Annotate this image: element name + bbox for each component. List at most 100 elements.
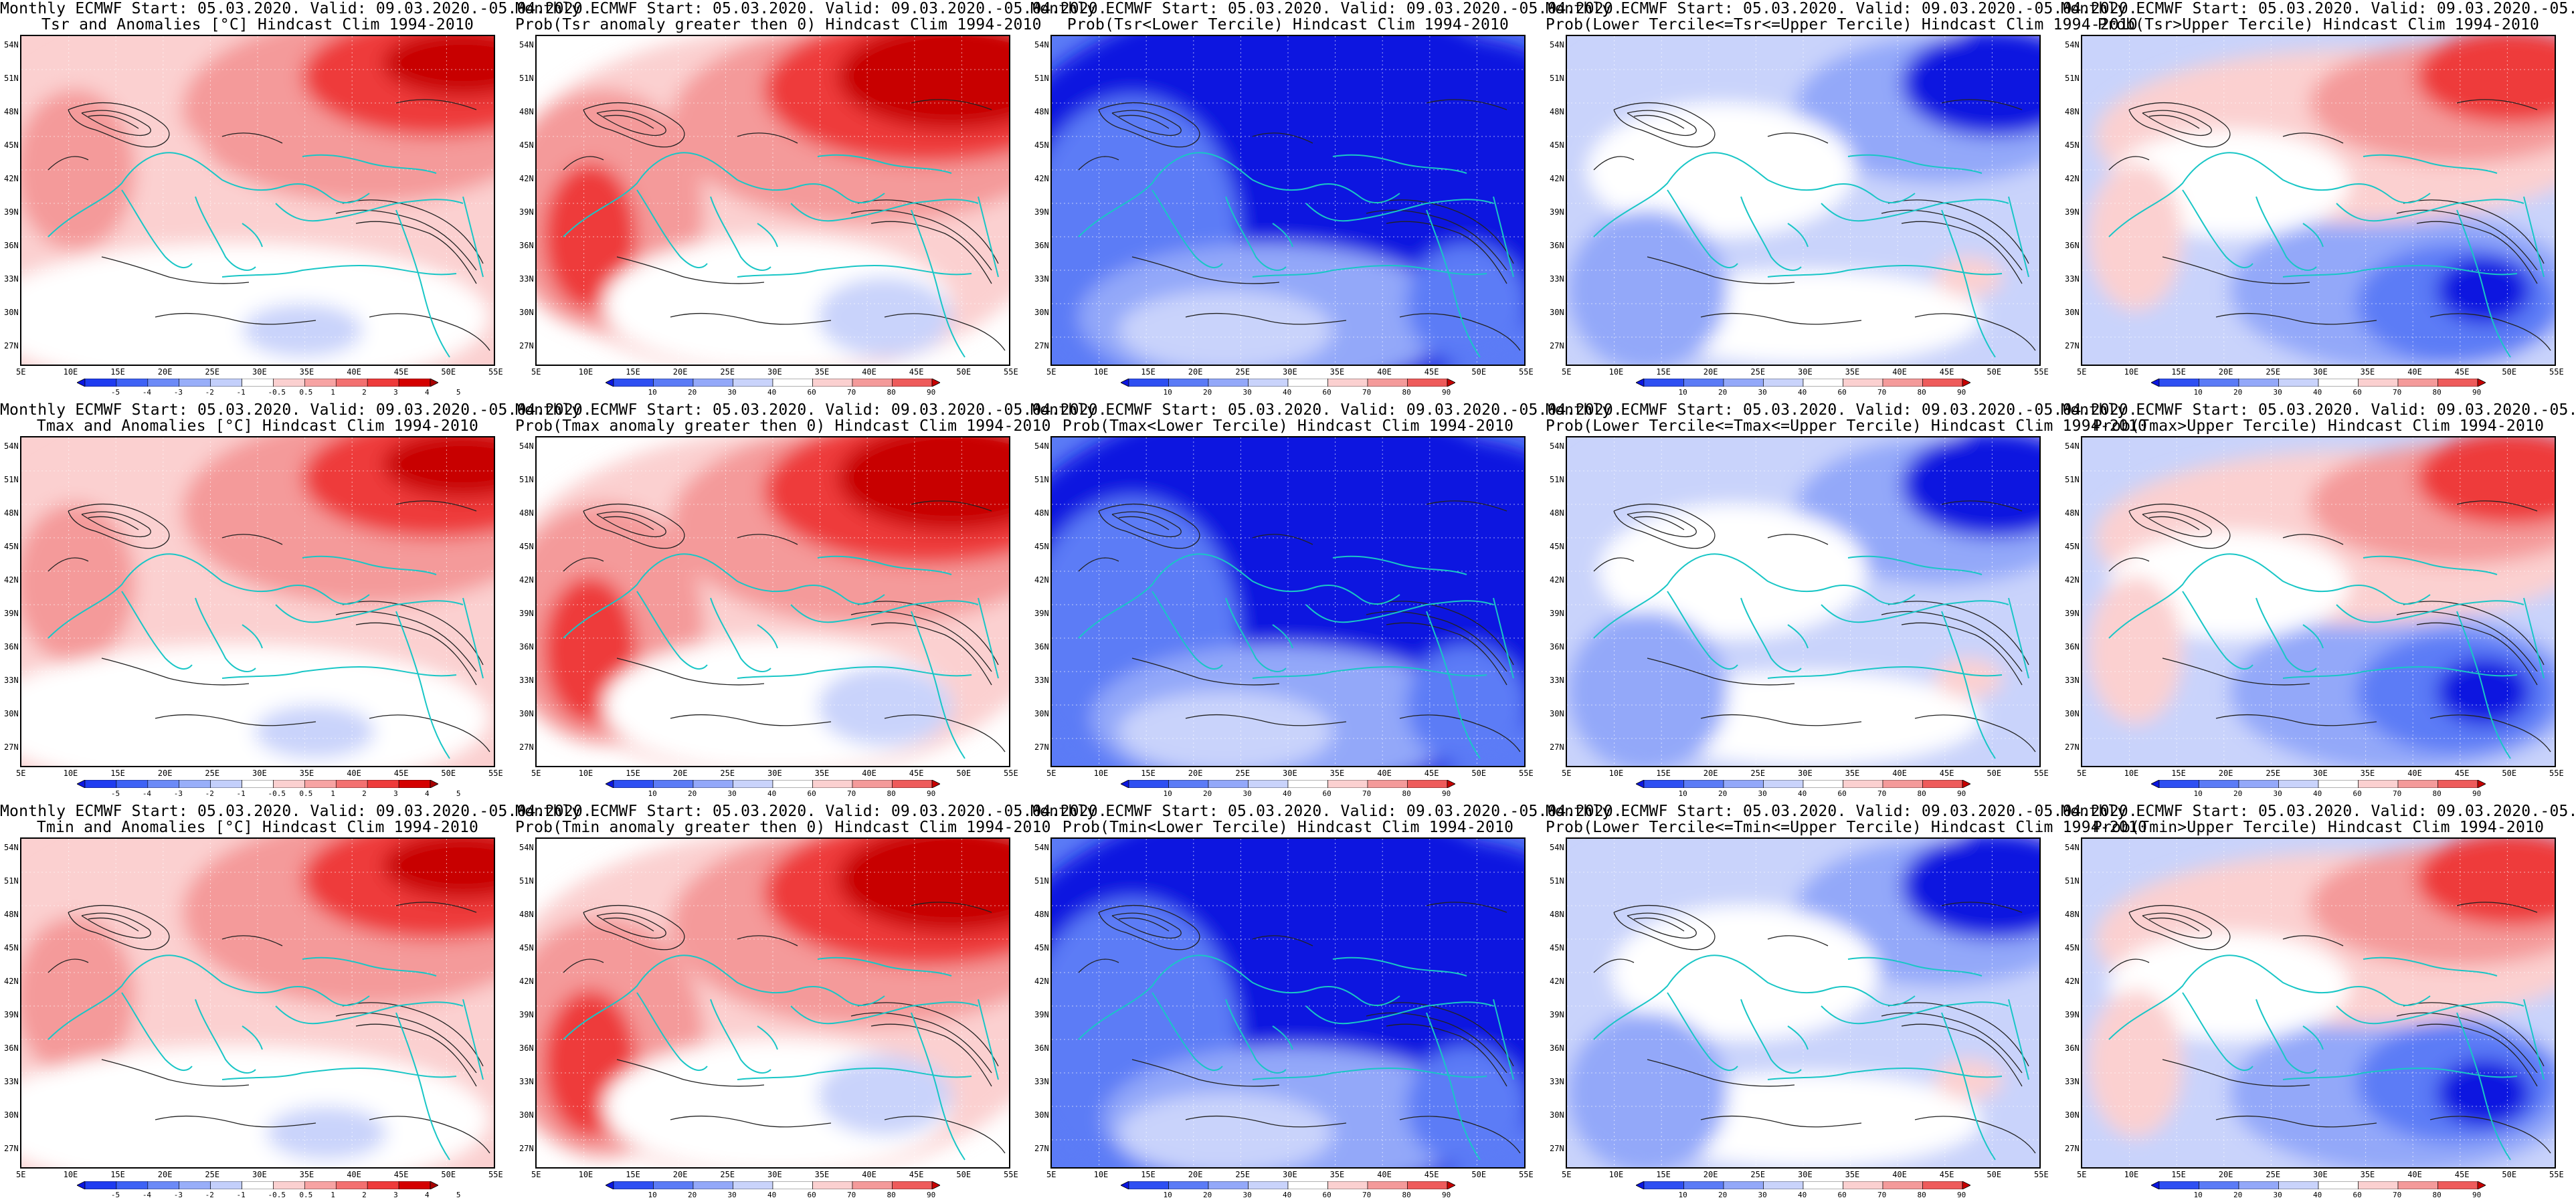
- colorbar-tick: 0.5: [299, 1191, 313, 1199]
- orography-contour: [1386, 622, 1507, 686]
- colorbar-tick: -5: [110, 789, 120, 798]
- field-region: [383, 437, 494, 498]
- panel-title-line1: Monthly ECMWF Start: 05.03.2020. Valid: …: [1546, 0, 2138, 17]
- orography-contour: [2456, 902, 2538, 913]
- lon-label: 35E: [814, 367, 830, 377]
- colorbar-segment: [1643, 379, 1684, 387]
- colorbar-tick: 70: [2393, 1191, 2402, 1199]
- colorbar-segment: [1723, 379, 1764, 387]
- lat-label: 39N: [519, 207, 534, 217]
- colorbar-tick: 30: [1758, 388, 1767, 397]
- lon-label: 5E: [2077, 769, 2087, 778]
- colorbar-segment: [812, 780, 853, 788]
- coastline: [2336, 600, 2524, 623]
- orography-contour: [1901, 1023, 2023, 1087]
- colorbar-tick: 20: [1718, 1191, 1728, 1199]
- orography-contour: [1881, 611, 2023, 672]
- colorbar-segment: [304, 780, 337, 788]
- lat-label: 54N: [4, 441, 19, 451]
- colorbar-tick: 30: [1758, 1191, 1767, 1199]
- coastline: [2008, 999, 2029, 1080]
- lon-label: 20E: [2218, 769, 2233, 778]
- lat-label: 45N: [4, 140, 19, 150]
- lon-label: 40E: [1892, 769, 1907, 778]
- colorbar-tick: 20: [688, 1191, 697, 1199]
- coastline: [978, 999, 999, 1080]
- lat-label: 30N: [4, 1110, 19, 1120]
- colorbar-arrow-low: [1121, 379, 1129, 387]
- colorbar-tick: 80: [1402, 388, 1411, 397]
- lat-label: 39N: [519, 609, 534, 618]
- orography-contour: [2416, 622, 2538, 686]
- colorbar-segment: [398, 780, 431, 788]
- field-region: [383, 36, 494, 96]
- map-panel-r2c1: Monthly ECMWF Start: 05.03.2020. Valid: …: [0, 401, 592, 803]
- lat-label: 45N: [4, 542, 19, 551]
- orography-contour: [857, 199, 999, 264]
- lat-label: 27N: [519, 1144, 534, 1153]
- colorbar-segment: [1882, 1181, 1923, 1189]
- orography-contour: [1252, 132, 1313, 144]
- field-region: [21, 916, 135, 1077]
- colorbar-segment: [179, 1181, 211, 1189]
- colorbar-segment: [2358, 379, 2399, 387]
- colorbar-tick: 1: [331, 388, 335, 397]
- coastline: [1847, 957, 1983, 977]
- coastline: [817, 154, 952, 174]
- coastline: [395, 1012, 450, 1161]
- lon-label: 25E: [2266, 1170, 2281, 1179]
- lat-label: 54N: [1034, 40, 1049, 49]
- colorbar-segment: [852, 1181, 893, 1189]
- lon-label: 40E: [862, 367, 877, 377]
- colorbar-segment: [2318, 379, 2359, 387]
- field-region: [21, 503, 135, 664]
- orography-contour: [1888, 601, 2029, 666]
- coastline: [2523, 597, 2545, 679]
- colorbar-segment: [1208, 379, 1249, 387]
- lon-label: 45E: [1939, 367, 1954, 377]
- orography-contour: [1767, 132, 1829, 144]
- colorbar-tick: 20: [1203, 1191, 1212, 1199]
- orography-contour: [2403, 1002, 2545, 1067]
- orography-contour: [1633, 516, 1685, 530]
- colorbar-segment: [2397, 1181, 2438, 1189]
- lat-label: 48N: [519, 508, 534, 518]
- colorbar-tick: -1: [236, 388, 246, 397]
- lon-label: 35E: [1329, 1170, 1345, 1179]
- panel-title-line1: Monthly ECMWF Start: 05.03.2020. Valid: …: [1546, 401, 2138, 419]
- lon-label: 10E: [63, 1170, 78, 1179]
- colorbar-tick: 30: [1243, 1191, 1252, 1199]
- orography-contour: [563, 959, 604, 973]
- lat-label: 54N: [519, 441, 534, 451]
- coastline: [563, 553, 885, 639]
- colorbar-segment: [733, 780, 773, 788]
- field-region: [2089, 990, 2183, 1137]
- lat-label: 27N: [4, 341, 19, 350]
- colorbar-tick: 4: [425, 388, 430, 397]
- field-region: [1902, 839, 2039, 939]
- colorbar-tick: 10: [1163, 789, 1172, 798]
- orography-contour: [1372, 199, 1514, 264]
- lat-label: 42N: [519, 575, 534, 585]
- lon-label: 25E: [205, 1170, 220, 1179]
- colorbar-tick: 80: [2432, 388, 2442, 397]
- colorbar-segment: [1683, 379, 1724, 387]
- orography-contour: [1627, 511, 1697, 538]
- orography-contour: [1426, 500, 1507, 512]
- coastline: [2456, 611, 2511, 759]
- lon-label: 55E: [1519, 367, 1534, 377]
- lat-label: 51N: [2065, 876, 2080, 886]
- lon-label: 40E: [862, 1170, 877, 1179]
- coastline: [563, 152, 885, 237]
- lon-label: 10E: [63, 769, 78, 778]
- coastline: [395, 611, 450, 759]
- lon-label: 50E: [2502, 769, 2517, 778]
- coastline: [790, 600, 979, 623]
- lon-label: 20E: [2218, 1170, 2233, 1179]
- orography-contour: [101, 256, 250, 284]
- coastline: [1426, 1012, 1481, 1161]
- coastline: [1272, 223, 1293, 247]
- colorbar-segment: [1763, 1181, 1804, 1189]
- lat-label: 33N: [519, 274, 534, 284]
- orography-contour: [563, 156, 604, 171]
